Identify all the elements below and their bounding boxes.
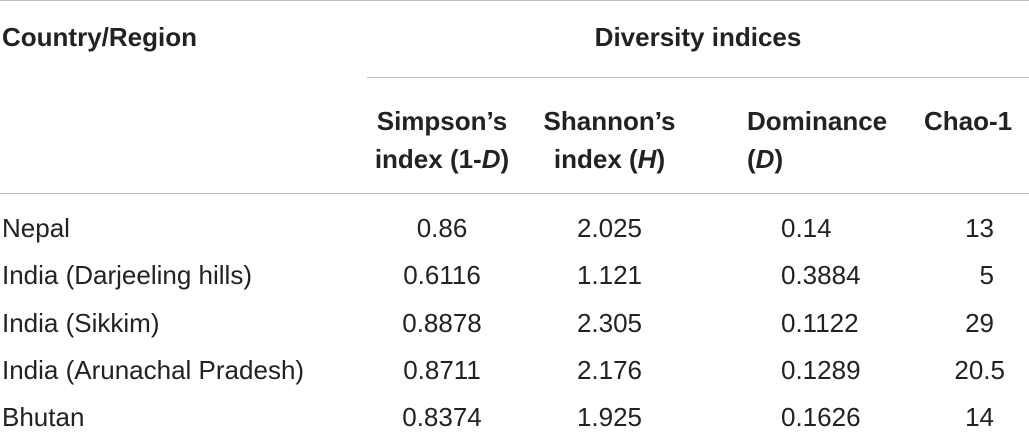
shannon-cell: 2.025 [576,213,643,243]
dominance-cell: 0.1289 [781,355,861,385]
chao1-cell: 20.5 [954,355,1005,385]
chao1-cell: 29 [965,308,994,338]
diversity-indices-header: Diversity indices [594,22,802,52]
header-bottom-rule [0,193,1029,194]
region-cell: India (Sikkim) [2,308,160,338]
table-top-rule [0,0,1029,1]
dominance-cell: 0.3884 [781,260,861,290]
simpson-cell: 0.8711 [403,355,481,385]
dominance-cell: 0.1122 [781,308,859,338]
shannon-cell: 2.176 [576,355,643,385]
region-cell: India (Arunachal Pradesh) [2,355,305,385]
chao1-header: Chao-1 [924,106,1013,136]
dominance-cell: 0.14 [781,213,832,243]
shannon-index-header: Shannon’s index (H) [543,106,676,174]
region-cell: Nepal [2,213,70,243]
chao1-cell: 5 [979,260,994,290]
group-header-rule [367,77,1029,78]
region-cell: Bhutan [2,402,85,432]
shannon-cell: 1.121 [576,260,643,290]
region-cell: India (Darjeeling hills) [2,260,252,290]
chao1-cell: 13 [965,213,994,243]
simpson-index-header: Simpson’s index (1-D) [374,106,510,174]
dominance-cell: 0.1626 [781,402,861,432]
country-region-header: Country/Region [2,22,197,52]
simpson-cell: 0.8374 [402,402,482,432]
simpson-cell: 0.6116 [403,260,481,290]
simpson-cell: 0.86 [416,213,468,243]
simpson-cell: 0.8878 [402,308,482,338]
shannon-cell: 1.925 [576,402,643,432]
shannon-cell: 2.305 [576,308,643,338]
chao1-cell: 14 [965,402,994,432]
dominance-header: Dominance (D) [747,106,888,174]
